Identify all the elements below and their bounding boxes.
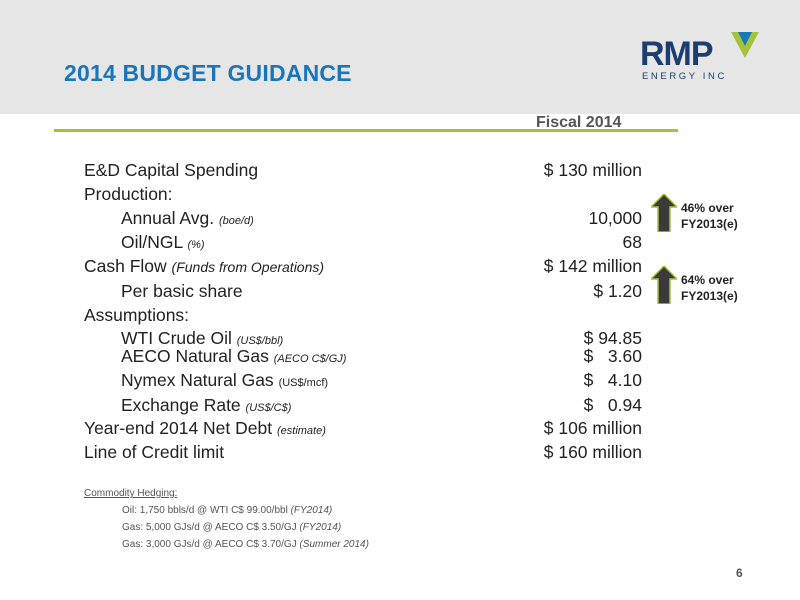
hedging-item: Oil: 1,750 bbls/d @ WTI C$ 99.00/bbl (FY… bbox=[122, 505, 333, 516]
row-label-assumptions: Assumptions: bbox=[84, 305, 190, 325]
logo-subtitle: ENERGY INC bbox=[642, 71, 727, 82]
hedging-item: Gas: 5,000 GJs/d @ AECO C$ 3.50/GJ (FY20… bbox=[122, 522, 342, 533]
page-number: 6 bbox=[736, 566, 743, 580]
row-label-wti: WTI Crude Oil (US$/bbl) bbox=[121, 328, 284, 348]
row-label-net-debt: Year-end 2014 Net Debt (estimate) bbox=[84, 418, 326, 438]
accent-divider bbox=[54, 129, 678, 132]
callout-production: 46% over FY2013(e) bbox=[681, 201, 738, 231]
row-label-cash-flow: Cash Flow (Funds from Operations) bbox=[84, 256, 325, 276]
row-value-per-share: $ 1.20 bbox=[593, 281, 642, 301]
row-label-exchange: Exchange Rate (US$/C$) bbox=[121, 395, 292, 415]
row-label-capital: E&D Capital Spending bbox=[84, 160, 259, 180]
row-value-nymex: $ 4.10 bbox=[583, 370, 642, 390]
row-value-cash-flow: $ 142 million bbox=[543, 256, 642, 276]
hedging-title: Commodity Hedging: bbox=[84, 488, 178, 499]
row-label-credit: Line of Credit limit bbox=[84, 442, 225, 462]
row-label-production: Production: bbox=[84, 184, 173, 204]
up-arrow-icon bbox=[651, 194, 677, 232]
logo-wordmark: RMP bbox=[640, 35, 714, 73]
up-arrow-icon bbox=[651, 266, 677, 304]
unit-note: (US$/mcf) bbox=[278, 377, 329, 389]
unit-note: (AECO C$/GJ) bbox=[273, 353, 347, 365]
page-title: 2014 BUDGET GUIDANCE bbox=[64, 60, 352, 86]
row-value-aeco: $ 3.60 bbox=[583, 346, 642, 366]
row-value-credit: $ 160 million bbox=[543, 442, 642, 462]
row-value-exchange: $ 0.94 bbox=[583, 395, 642, 415]
unit-note: (US$/C$) bbox=[245, 402, 292, 414]
row-value-annual-avg: 10,000 bbox=[588, 208, 642, 228]
logo-chevron-icon bbox=[731, 32, 759, 58]
row-label-aeco: AECO Natural Gas (AECO C$/GJ) bbox=[121, 346, 347, 366]
company-logo: RMP ENERGY INC bbox=[640, 26, 760, 86]
unit-note: (Funds from Operations) bbox=[171, 259, 325, 275]
row-label-oil-ngl: Oil/NGL (%) bbox=[121, 232, 205, 252]
row-value-oil-ngl: 68 bbox=[622, 232, 642, 252]
hedging-item: Gas: 3,000 GJs/d @ AECO C$ 3.70/GJ (Summ… bbox=[122, 539, 369, 550]
row-label-annual-avg: Annual Avg. (boe/d) bbox=[121, 208, 254, 228]
row-value-net-debt: $ 106 million bbox=[543, 418, 642, 438]
unit-note: (estimate) bbox=[276, 425, 326, 437]
unit-note: (boe/d) bbox=[218, 215, 254, 227]
column-header: Fiscal 2014 bbox=[536, 114, 622, 131]
row-value-wti: $ 94.85 bbox=[583, 328, 642, 348]
header-band bbox=[0, 0, 800, 114]
unit-note: (US$/bbl) bbox=[236, 335, 284, 347]
row-label-nymex: Nymex Natural Gas (US$/mcf) bbox=[121, 370, 329, 390]
unit-note: (%) bbox=[187, 239, 205, 251]
callout-cash-flow: 64% over FY2013(e) bbox=[681, 273, 738, 303]
row-value-capital: $ 130 million bbox=[543, 160, 642, 180]
row-label-per-share: Per basic share bbox=[121, 281, 243, 301]
